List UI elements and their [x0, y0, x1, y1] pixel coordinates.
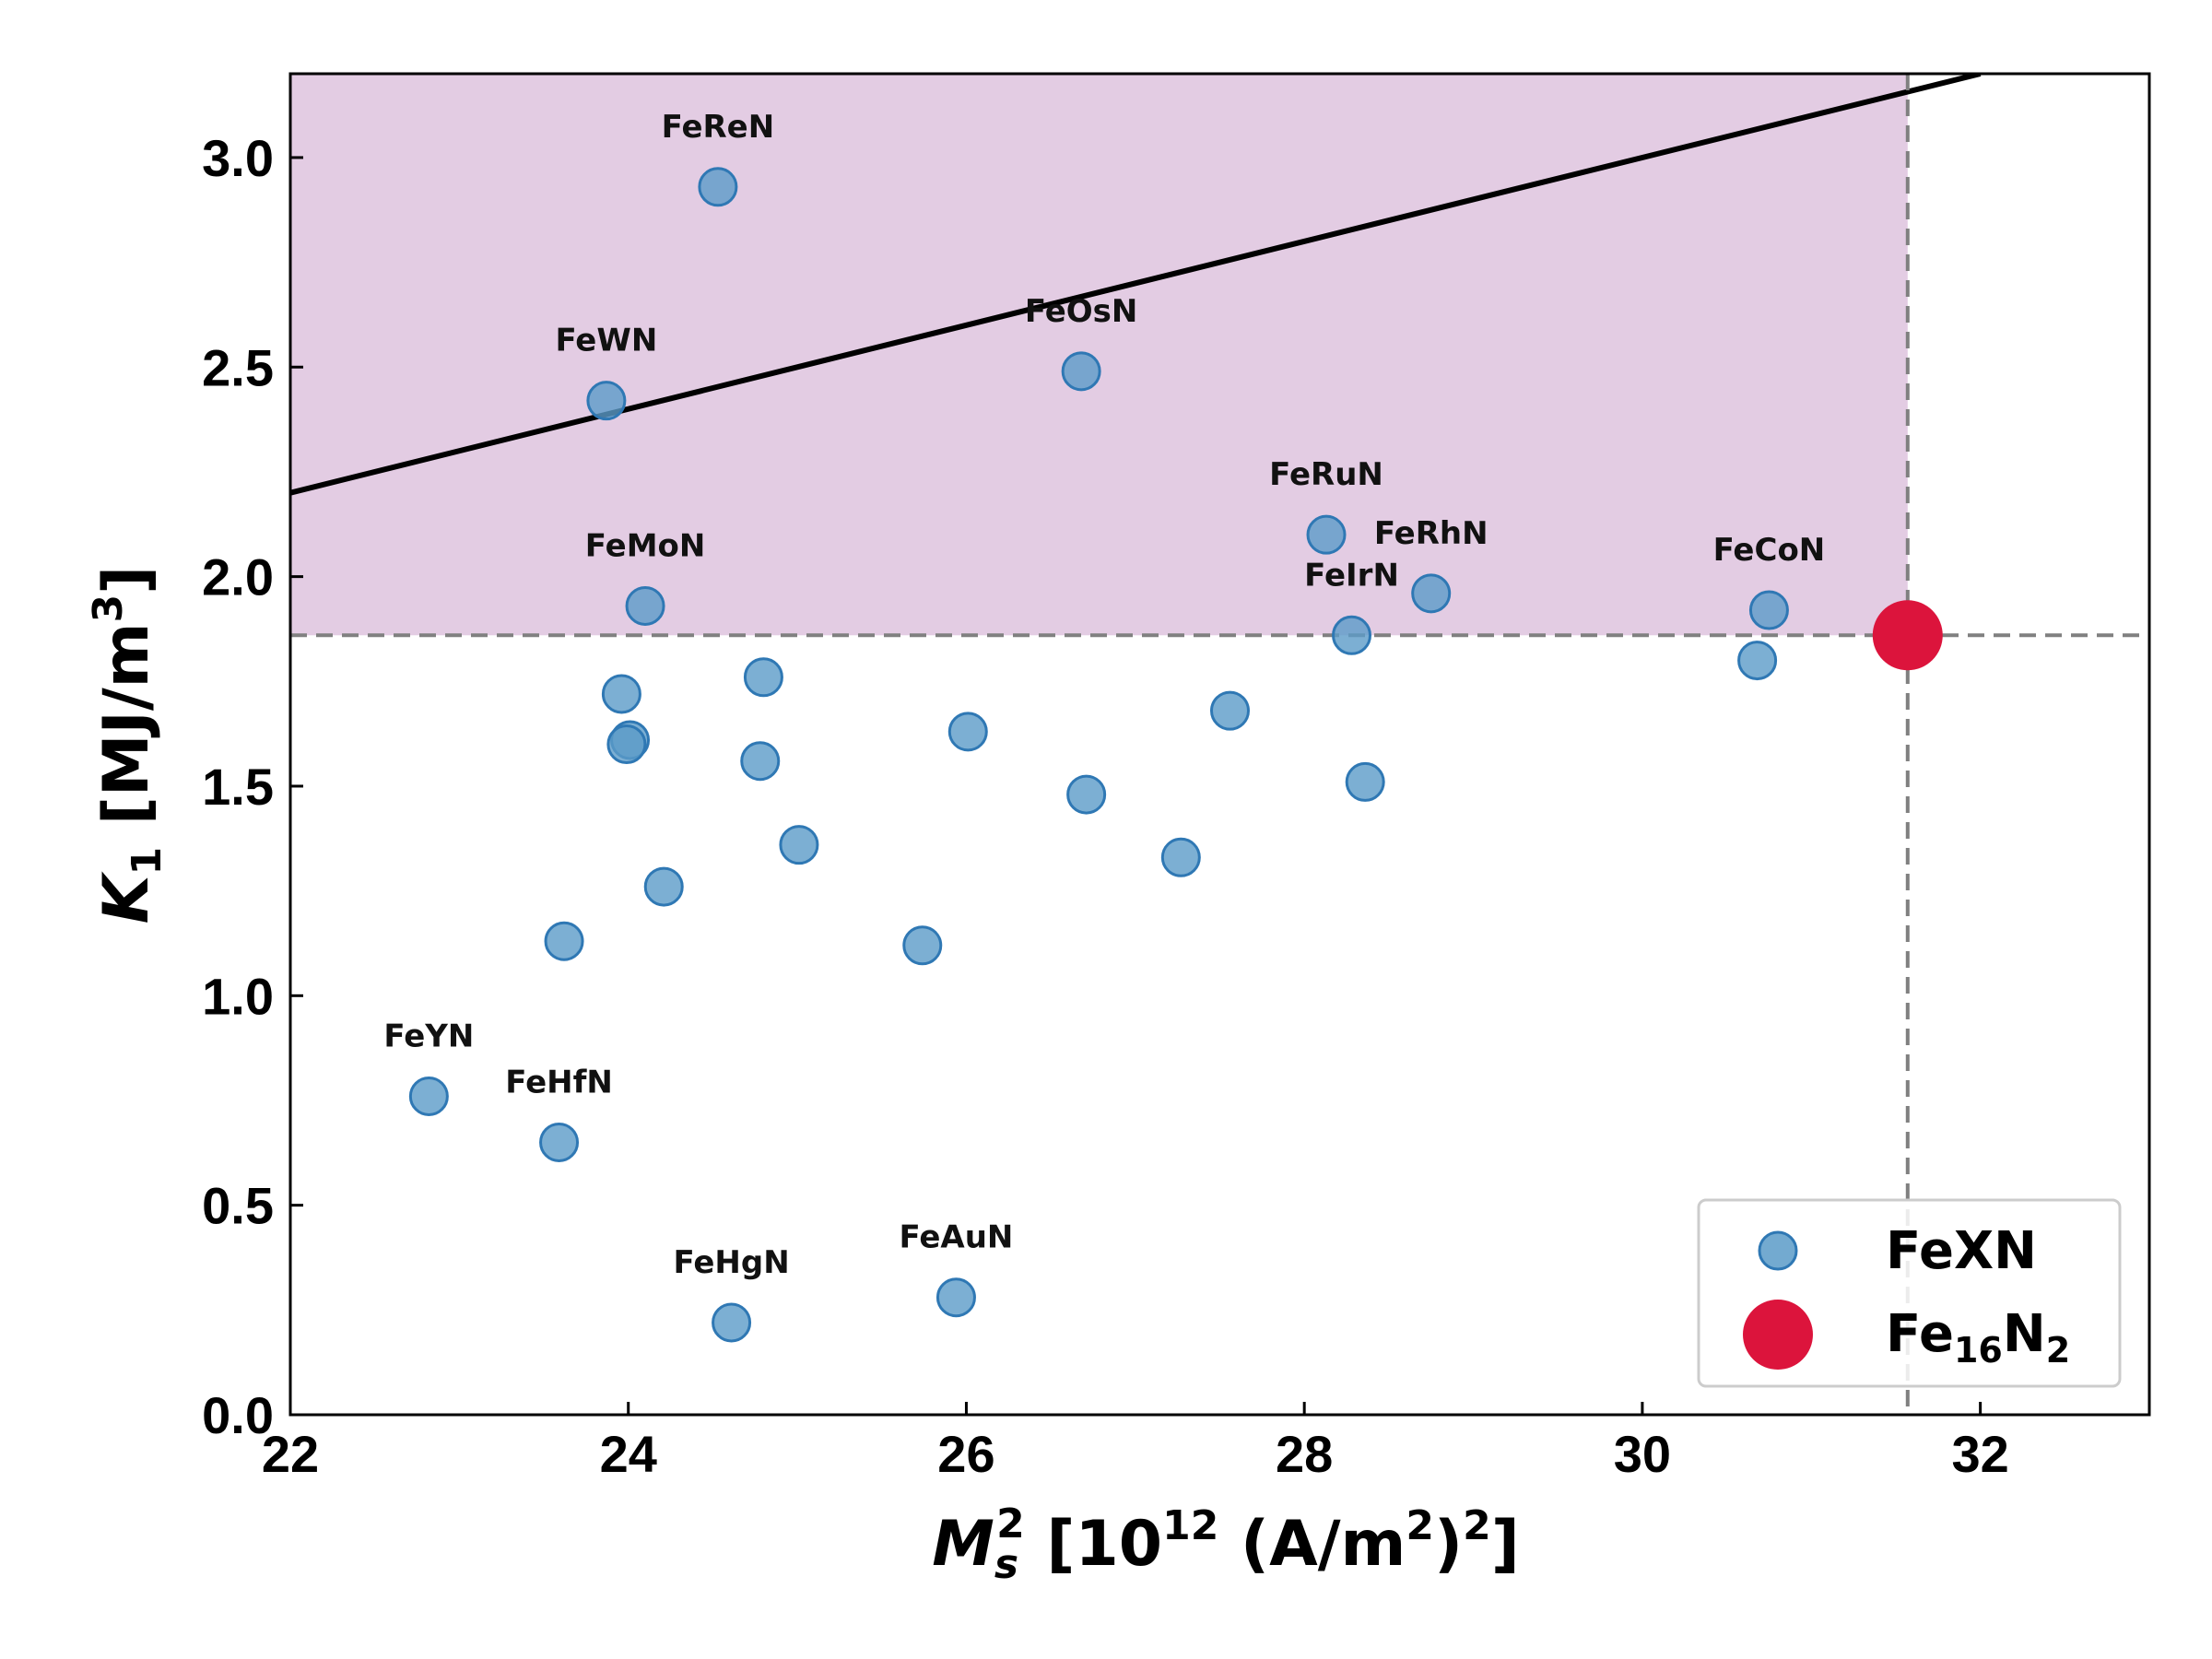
legend-label-fe16n2-base: Fe	[1886, 1304, 1954, 1364]
point-label: FeRuN	[1269, 456, 1383, 493]
point-label: FeOsN	[1025, 293, 1138, 330]
fexn-point	[1345, 761, 1385, 802]
x-axis-title-unit-sup: 2	[1406, 1502, 1434, 1549]
point-label: FeReN	[662, 109, 775, 146]
fexn-point	[544, 921, 584, 961]
legend-marker-fexn	[1758, 1230, 1798, 1271]
fexn-point	[947, 712, 988, 752]
y-axis-title-sup: 3	[85, 594, 132, 623]
fexn-point	[902, 925, 943, 966]
fexn-point	[740, 741, 781, 782]
fexn-point	[539, 1122, 580, 1162]
fexn-point	[408, 1076, 449, 1116]
fexn-point	[1160, 837, 1201, 877]
x-tick-label: 22	[262, 1425, 319, 1483]
point-label: FeAuN	[900, 1219, 1014, 1256]
fexn-point	[1210, 690, 1251, 731]
y-axis-title-rest: [MJ/m	[90, 622, 163, 846]
x-axis-title-unit: (A/m	[1218, 1508, 1406, 1581]
fexn-point	[712, 1302, 752, 1343]
legend-marker-fe16n2	[1743, 1300, 1813, 1370]
trend-line	[290, 74, 1982, 496]
point-labels: FeReN FeWN FeOsN FeMoN FeRuN FeRhN FeIrN FeCoN F…	[383, 109, 1825, 1281]
legend: FeXN Fe16N2	[1697, 1198, 2122, 1388]
fexn-point	[1748, 590, 1789, 630]
y-tick-label: 2.0	[202, 548, 274, 606]
fexn-point	[1332, 615, 1372, 655]
plot-area	[290, 74, 2149, 1415]
y-axis-title: K1 [MJ/m3]	[85, 566, 171, 924]
y-axis-title-end: ]	[90, 566, 163, 594]
point-label: FeWN	[555, 323, 657, 359]
fexn-point	[643, 866, 684, 907]
legend-label-fe16n2-sub2: 2	[2046, 1330, 2070, 1371]
fexn-point	[606, 724, 647, 764]
point-label: FeRhN	[1374, 515, 1488, 552]
y-axis-title-base: K	[90, 871, 163, 924]
fexn-point	[1306, 514, 1347, 555]
fe16n2-point	[1872, 600, 1943, 671]
point-label: FeHfN	[505, 1064, 613, 1100]
x-tick-label: 24	[600, 1425, 657, 1483]
legend-label-fe16n2-mid: N	[2003, 1304, 2046, 1364]
x-axis-title-base: M	[932, 1508, 994, 1581]
legend-label-fexn: FeXN	[1886, 1221, 2037, 1281]
fexn-point	[935, 1277, 976, 1318]
fexn-point	[1061, 351, 1101, 392]
y-tick-label: 2.5	[202, 338, 274, 396]
x-axis-title-close: )	[1434, 1508, 1463, 1581]
x-tick-label: 30	[1614, 1425, 1671, 1483]
fexn-point	[698, 167, 738, 207]
point-label: FeHgN	[674, 1244, 790, 1281]
fexn-point	[1066, 774, 1107, 815]
y-axis-title-sub: 1	[124, 847, 171, 876]
y-tick-label: 3.0	[202, 129, 274, 187]
fexn-point	[743, 657, 783, 698]
legend-label-fe16n2-sub1: 16	[1954, 1330, 2003, 1371]
x-tick-label: 28	[1276, 1425, 1333, 1483]
fexn-point	[601, 674, 641, 714]
x-tick-label: 32	[1951, 1425, 2008, 1483]
x-axis-title-sub: s	[994, 1541, 1018, 1588]
fexn-point	[1411, 573, 1452, 614]
fexn-point	[779, 825, 819, 865]
shaded-region	[290, 74, 1908, 636]
fexn-point	[625, 585, 665, 626]
axis-ticks: 22 24 26 28 30 32 0.0 0.5 1.0 1.5 2.0 2.5 3.0	[202, 129, 2009, 1483]
x-axis-title-exp: 12	[1162, 1502, 1218, 1549]
data-points	[408, 167, 1943, 1343]
point-label: FeIrN	[1304, 557, 1399, 594]
point-label: FeMoN	[585, 527, 706, 564]
point-label: FeYN	[383, 1018, 474, 1054]
y-tick-label: 0.5	[202, 1177, 274, 1235]
y-tick-label: 1.5	[202, 758, 274, 816]
y-tick-label: 1.0	[202, 967, 274, 1025]
fexn-point	[1737, 641, 1778, 681]
plot-frame	[288, 72, 2151, 1417]
fexn-point	[586, 381, 627, 421]
legend-label-fe16n2: Fe16N2	[1886, 1304, 2070, 1371]
x-axis-title-rest: [10	[1025, 1508, 1162, 1581]
x-axis-title-end: ]	[1491, 1508, 1520, 1581]
x-tick-label: 26	[937, 1425, 994, 1483]
x-axis-title-close-sup: 2	[1463, 1502, 1491, 1549]
x-axis-title-sup: 2	[996, 1500, 1025, 1547]
x-axis-title: Ms2 [1012 (A/m2)2]	[932, 1500, 1520, 1588]
y-tick-label: 0.0	[202, 1386, 274, 1444]
point-label: FeCoN	[1713, 532, 1826, 569]
